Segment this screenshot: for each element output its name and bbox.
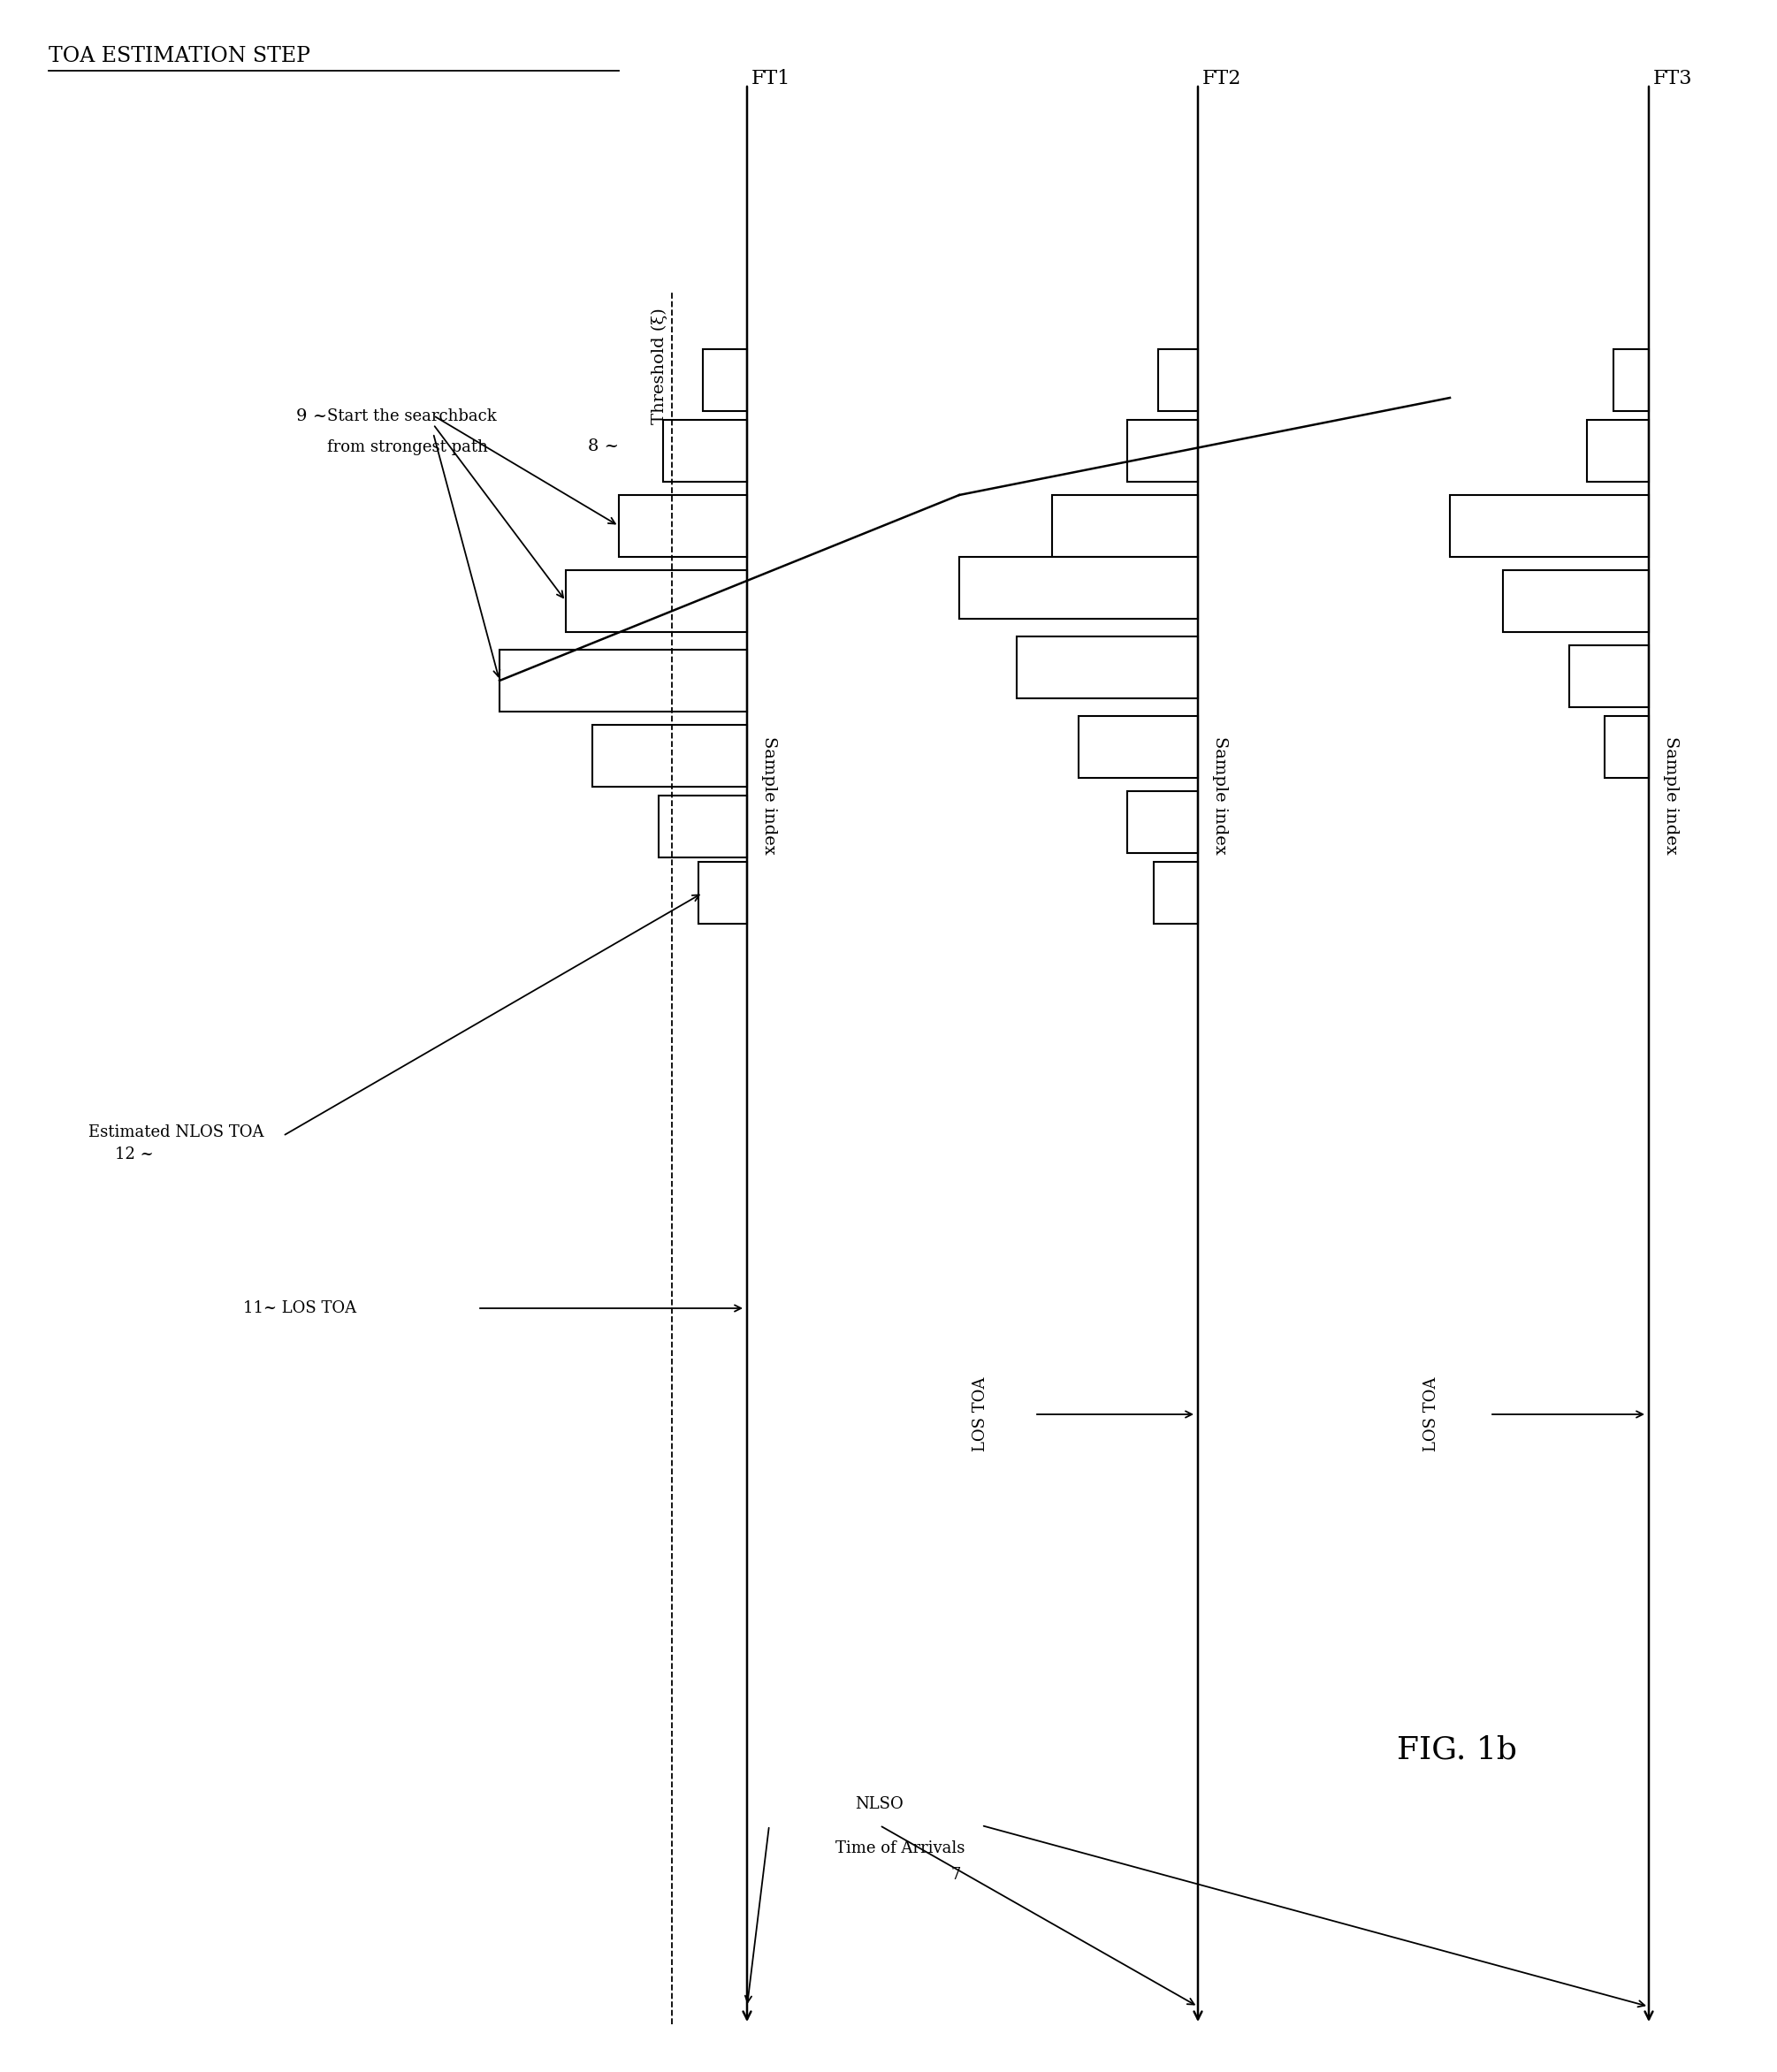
Text: Time of Arrivals: Time of Arrivals: [835, 1840, 965, 1857]
Text: 11~ LOS TOA: 11~ LOS TOA: [243, 1301, 357, 1316]
Text: LOS TOA: LOS TOA: [1423, 1378, 1439, 1452]
Bar: [1016, 636, 1198, 698]
Bar: [960, 557, 1198, 620]
Text: FT3: FT3: [1653, 68, 1692, 89]
Bar: [704, 350, 746, 410]
Bar: [1614, 350, 1649, 410]
Bar: [659, 796, 746, 858]
Text: NLSO: NLSO: [855, 1796, 904, 1813]
Bar: [565, 570, 746, 632]
Text: 8 ~: 8 ~: [588, 439, 618, 454]
Bar: [1569, 644, 1649, 707]
Bar: [1127, 792, 1198, 854]
Text: 12 ~: 12 ~: [116, 1146, 153, 1162]
Bar: [698, 862, 746, 924]
Text: Start the searchback: Start the searchback: [327, 408, 496, 425]
Bar: [1079, 717, 1198, 777]
Text: FT1: FT1: [752, 68, 791, 89]
Bar: [1052, 495, 1198, 557]
Text: LOS TOA: LOS TOA: [972, 1378, 988, 1452]
Text: 7: 7: [951, 1867, 960, 1883]
Text: 9 ~: 9 ~: [297, 408, 327, 425]
Text: Sample index: Sample index: [761, 736, 777, 854]
Text: Estimated NLOS TOA: Estimated NLOS TOA: [89, 1125, 265, 1140]
Text: Sample index: Sample index: [1212, 736, 1228, 854]
Bar: [499, 651, 746, 711]
Bar: [1127, 421, 1198, 483]
Text: FIG. 1b: FIG. 1b: [1397, 1734, 1518, 1765]
Bar: [592, 725, 746, 787]
Text: Sample index: Sample index: [1663, 736, 1679, 854]
Text: FT2: FT2: [1203, 68, 1242, 89]
Bar: [618, 495, 746, 557]
Text: Threshold (ξ): Threshold (ξ): [652, 309, 668, 425]
Text: TOA ESTIMATION STEP: TOA ESTIMATION STEP: [48, 46, 311, 66]
Bar: [1587, 421, 1649, 483]
Bar: [1159, 350, 1198, 410]
Bar: [1503, 570, 1649, 632]
Bar: [1450, 495, 1649, 557]
Bar: [1153, 862, 1198, 924]
Bar: [663, 421, 746, 483]
Text: from strongest path: from strongest path: [327, 439, 489, 456]
Bar: [1605, 717, 1649, 777]
